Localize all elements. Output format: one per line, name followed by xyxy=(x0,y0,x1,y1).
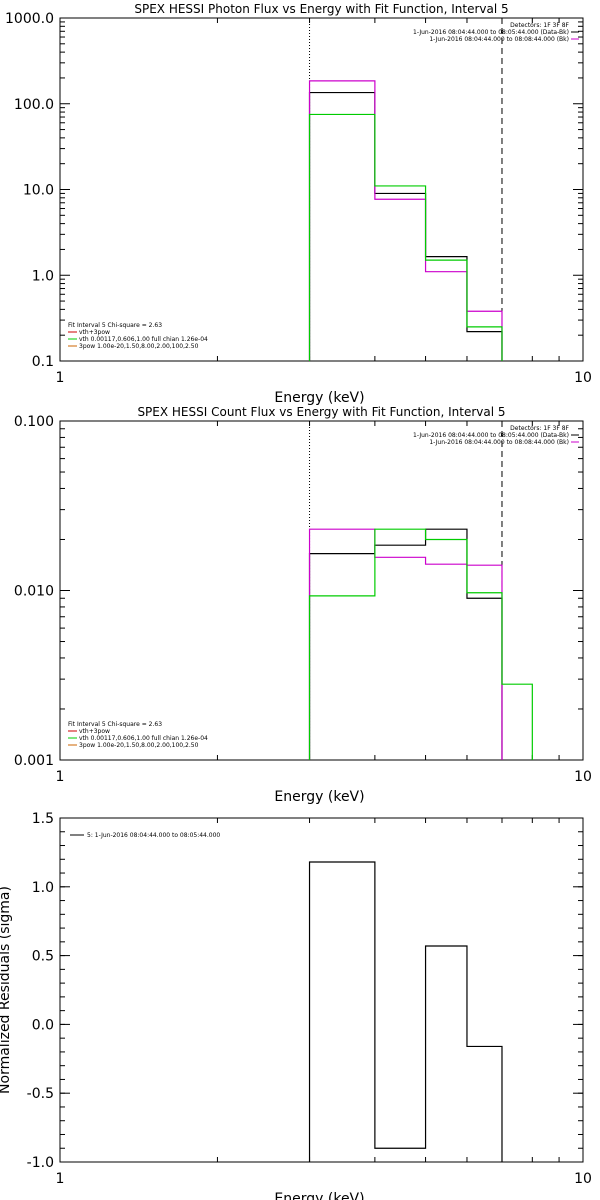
x-axis-label: Energy (keV) xyxy=(274,390,364,406)
y-tick-label: 1.0 xyxy=(32,268,54,284)
legend-bottom-left-entry: Fit Interval 5 Chi-square = 2.63 xyxy=(68,322,162,329)
x-tick-label: 10 xyxy=(574,370,592,386)
legend-top-right-entry: 1-Jun-2016 08:04:44.000 to 08:05:44.000 … xyxy=(413,432,569,439)
series-2-step-line xyxy=(308,80,503,361)
series-3-step-line xyxy=(308,113,503,361)
series-3-step-line xyxy=(308,528,533,760)
x-tick-label: 10 xyxy=(574,1171,592,1187)
y-tick-label: 100.0 xyxy=(14,97,54,113)
legend-top-right-entry: Detectors: 1F 3F 8F xyxy=(510,425,569,432)
chart-panel-1: SPEX HESSI Photon Flux vs Energy with Fi… xyxy=(5,2,592,406)
x-axis-label: Energy (keV) xyxy=(274,1191,364,1200)
x-tick-label: 1 xyxy=(56,370,65,386)
x-tick-label: 10 xyxy=(574,769,592,785)
legend-top-right-entry: 1-Jun-2016 08:04:44.000 to 08:05:44.000 … xyxy=(413,29,569,36)
series-1-step-line xyxy=(308,861,503,1162)
legend-bottom-left-entry: vth+3pow xyxy=(79,728,110,735)
chart-title: SPEX HESSI Count Flux vs Energy with Fit… xyxy=(137,405,505,419)
y-tick-label: -1.0 xyxy=(27,1155,54,1171)
legend-bottom-left-entry: vth+3pow xyxy=(79,329,110,336)
legend-bottom-left-entry: vth 0.00117,0.606,1.00 full chian 1.26e-… xyxy=(79,735,208,742)
legend-top-right-entry: Detectors: 1F 3F 8F xyxy=(510,22,569,29)
legend-top-left-entry: 5: 1-Jun-2016 08:04:44.000 to 08:05:44.0… xyxy=(87,832,220,839)
y-tick-label: 0.1 xyxy=(32,354,54,370)
y-tick-label: 1000.0 xyxy=(5,11,54,27)
y-tick-label: 1.5 xyxy=(32,811,54,827)
legend-top-right-entry: 1-Jun-2016 08:04:44.000 to 08:08:44.000 … xyxy=(429,439,569,446)
y-axis-label: Normalized Residuals (sigma) xyxy=(0,886,13,1094)
series-1-step-line xyxy=(308,528,503,760)
chart-panel-2: SPEX HESSI Count Flux vs Energy with Fit… xyxy=(14,405,592,805)
x-axis-label: Energy (keV) xyxy=(274,789,364,805)
plot-frame xyxy=(59,817,584,1163)
x-tick-label: 1 xyxy=(56,1171,65,1187)
legend-bottom-left-entry: 3pow 1.00e-20,1.50,8.00,2.00,100,2.50 xyxy=(79,742,199,749)
y-tick-label: 0.100 xyxy=(14,414,54,430)
series-1-step-line xyxy=(308,91,503,361)
chart-title: SPEX HESSI Photon Flux vs Energy with Fi… xyxy=(134,2,508,16)
x-tick-label: 1 xyxy=(56,769,65,785)
y-tick-label: 0.010 xyxy=(14,584,54,600)
plot-frame xyxy=(59,17,584,362)
y-tick-label: -0.5 xyxy=(27,1086,54,1102)
y-tick-label: 0.001 xyxy=(14,753,54,769)
legend-bottom-left-entry: 3pow 1.00e-20,1.50,8.00,2.00,100,2.50 xyxy=(79,343,199,350)
plot-frame xyxy=(59,420,584,761)
y-tick-label: 10.0 xyxy=(23,183,54,199)
y-tick-label: 0.0 xyxy=(32,1017,54,1033)
legend-top-right-entry: 1-Jun-2016 08:04:44.000 to 08:08:44.000 … xyxy=(429,36,569,43)
y-tick-label: 0.5 xyxy=(32,949,54,965)
y-tick-label: 1.0 xyxy=(32,880,54,896)
legend-bottom-left-entry: Fit Interval 5 Chi-square = 2.63 xyxy=(68,721,162,728)
series-2-step-line xyxy=(308,528,503,760)
legend-bottom-left-entry: vth 0.00117,0.606,1.00 full chian 1.26e-… xyxy=(79,336,208,343)
chart-panel-3: 1 10 Energy (keV) -1.0 -0.5 0.0 0.5 1.0 1.5 Norma… xyxy=(0,811,592,1200)
